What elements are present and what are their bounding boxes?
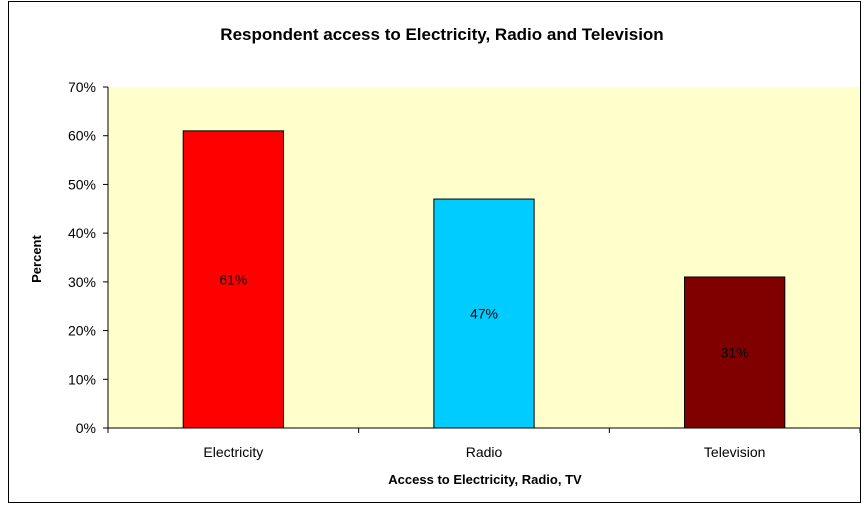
x-tick-label: Television — [704, 444, 765, 460]
y-tick-label: 20% — [68, 323, 96, 339]
x-axis-title: Access to Electricity, Radio, TV — [388, 472, 582, 487]
data-label-radio: 47% — [470, 306, 498, 322]
bar-radio — [433, 198, 535, 429]
bar-electricity — [182, 130, 284, 429]
y-tick-label: 60% — [68, 128, 96, 144]
x-axis-ticks: Electricity Radio Television — [107, 428, 861, 460]
bars: 61% 47% 31% — [182, 130, 786, 429]
x-tick-label: Electricity — [203, 444, 263, 460]
y-tick-label: 30% — [68, 274, 96, 290]
y-tick-label: 0% — [76, 420, 96, 436]
y-tick-label: 10% — [68, 371, 96, 387]
y-tick-label: 50% — [68, 176, 96, 192]
data-label-electricity: 61% — [219, 271, 247, 287]
y-axis-ticks: 0% 10% 20% 30% 40% 50% 60% 70% — [68, 79, 108, 436]
y-tick-label: 70% — [68, 79, 96, 95]
y-axis-title: Percent — [29, 234, 44, 282]
bar-television — [684, 276, 786, 429]
y-tick-label: 40% — [68, 225, 96, 241]
x-tick-label: Radio — [466, 444, 503, 460]
chart-title: Respondent access to Electricity, Radio … — [220, 25, 663, 44]
data-label-television: 31% — [721, 344, 749, 360]
